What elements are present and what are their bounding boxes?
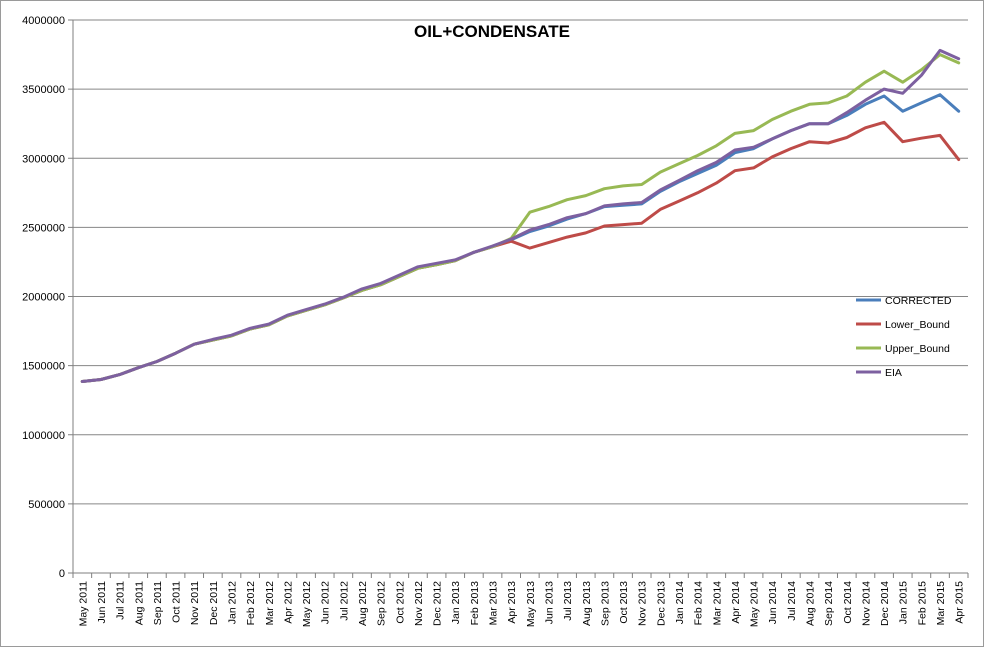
x-tick-label: Nov 2011 [189,581,201,625]
x-tick-label: Sep 2011 [152,581,164,625]
x-tick-label: Feb 2012 [245,581,257,626]
y-tick-label: 2000000 [22,292,65,304]
x-tick-label: Mar 2013 [488,581,500,626]
x-tick-label: May 2014 [749,581,761,627]
x-tick-label: Oct 2014 [842,581,854,624]
x-tick-label: Mar 2014 [711,581,723,626]
x-tick-label: Sep 2013 [599,581,611,626]
x-tick-label: Nov 2014 [860,581,872,626]
y-tick-label: 500000 [28,499,65,511]
x-tick-label: Oct 2013 [618,581,630,624]
x-tick-label: Jun 2013 [543,581,555,624]
x-tick-label: Apr 2014 [730,581,742,624]
chart-title: OIL+CONDENSATE [414,22,570,41]
x-tick-label: Jul 2011 [115,581,127,620]
x-tick-label: Dec 2011 [208,581,220,625]
x-tick-label: Jul 2014 [786,581,798,621]
x-tick-label: Mar 2015 [935,581,947,626]
x-tick-label: Oct 2012 [394,581,406,624]
x-tick-label: Aug 2012 [357,581,369,626]
x-tick-label: Oct 2011 [171,581,183,623]
x-tick-label: Jun 2014 [767,581,779,624]
legend-label: EIA [885,367,902,379]
x-tick-label: Aug 2011 [133,581,145,625]
x-tick-label: May 2011 [77,581,89,626]
y-tick-label: 4000000 [22,15,65,27]
x-tick-label: Apr 2015 [954,581,966,624]
x-tick-label: Nov 2013 [637,581,649,626]
x-tick-label: Dec 2014 [879,581,891,626]
x-tick-label: Dec 2012 [432,581,444,626]
x-tick-label: Jan 2015 [898,581,910,624]
x-tick-label: Jul 2012 [338,581,350,621]
x-tick-label: Jun 2012 [320,581,332,624]
x-tick-label: Feb 2013 [469,581,481,626]
x-tick-label: Aug 2013 [581,581,593,626]
x-tick-label: Mar 2012 [264,581,276,626]
legend: CORRECTED Lower_Bound Upper_Bound EIA [856,295,952,379]
x-tick-label: Feb 2015 [916,581,928,626]
y-tick-label: 1500000 [22,361,65,373]
y-tick-label: 0 [59,568,65,580]
y-axis: 0 500000 1000000 1500000 2000000 2500000 30000… [22,15,74,580]
y-tick-label: 1000000 [22,430,65,442]
x-axis: May 2011 Jun 2011 Jul 2011 Aug 2011 Sep 2011… [72,573,969,627]
legend-label: CORRECTED [885,295,952,307]
series-line-lower-bound [80,120,961,383]
gridlines [73,19,968,574]
legend-label: Lower_Bound [885,319,950,331]
x-tick-label: Apr 2013 [506,581,518,624]
x-tick-label: Sep 2014 [823,581,835,626]
series-line-upper-bound [80,53,961,383]
x-tick-label: Jul 2013 [562,581,574,621]
x-tick-label: May 2012 [301,581,313,627]
x-tick-label: Jun 2011 [96,581,108,624]
y-tick-label: 2500000 [22,222,65,234]
x-tick-label: Sep 2012 [376,581,388,626]
x-tick-label: Dec 2013 [655,581,667,626]
y-tick-label: 3500000 [22,84,65,96]
series-line-eia [80,48,961,383]
y-tick-label: 3000000 [22,153,65,165]
x-tick-label: Aug 2014 [805,581,817,626]
x-tick-label: Apr 2012 [282,581,294,624]
x-tick-label: May 2013 [525,581,537,627]
x-tick-label: Feb 2014 [693,581,705,626]
x-tick-label: Jan 2012 [226,581,238,624]
legend-label: Upper_Bound [885,343,950,355]
x-tick-label: Nov 2012 [413,581,425,626]
series-lines [80,48,961,383]
x-tick-label: Jan 2013 [450,581,462,624]
x-tick-label: Jan 2014 [674,581,686,624]
